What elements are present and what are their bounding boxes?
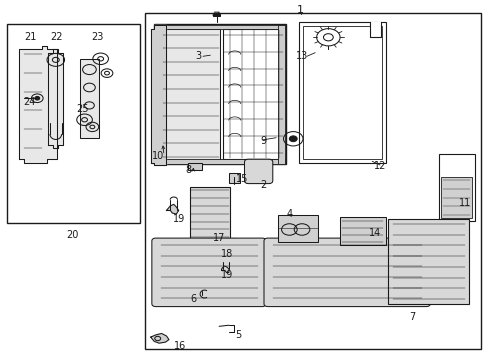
- Polygon shape: [166, 204, 178, 214]
- Bar: [155, 25, 162, 163]
- Bar: [387, 220, 468, 304]
- Bar: [155, 159, 285, 163]
- FancyBboxPatch shape: [244, 159, 272, 184]
- Text: 9: 9: [260, 136, 265, 146]
- Bar: [438, 154, 474, 221]
- Bar: [161, 30, 220, 160]
- Bar: [222, 30, 283, 159]
- FancyBboxPatch shape: [152, 238, 265, 307]
- Bar: [6, 24, 140, 223]
- Text: 6: 6: [190, 294, 196, 304]
- FancyBboxPatch shape: [264, 238, 429, 307]
- Bar: [339, 217, 385, 245]
- Text: 22: 22: [50, 32, 63, 42]
- Polygon shape: [151, 25, 166, 165]
- Bar: [303, 26, 381, 159]
- Bar: [228, 173, 239, 183]
- Circle shape: [35, 96, 40, 100]
- Polygon shape: [48, 49, 63, 148]
- Bar: [155, 25, 285, 30]
- Text: 4: 4: [286, 209, 292, 219]
- Bar: [188, 163, 202, 170]
- Text: 17: 17: [212, 233, 225, 243]
- Text: 19: 19: [221, 270, 233, 280]
- Bar: [224, 238, 235, 250]
- Text: 5: 5: [235, 330, 241, 340]
- Text: 12: 12: [373, 161, 386, 171]
- Text: 25: 25: [76, 104, 89, 114]
- Bar: [189, 187, 229, 240]
- Bar: [213, 14, 220, 16]
- Text: 1: 1: [297, 5, 304, 15]
- Text: 19: 19: [172, 214, 184, 224]
- Text: 3: 3: [195, 51, 201, 61]
- Text: 16: 16: [174, 341, 186, 351]
- Text: 24: 24: [23, 97, 35, 107]
- Circle shape: [289, 136, 297, 141]
- Text: 20: 20: [66, 230, 79, 239]
- Polygon shape: [221, 266, 228, 273]
- Text: 15: 15: [235, 174, 248, 184]
- Text: 2: 2: [260, 180, 265, 190]
- Text: 18: 18: [221, 248, 233, 258]
- Polygon shape: [19, 45, 57, 163]
- Bar: [144, 13, 480, 348]
- Text: 14: 14: [368, 228, 381, 238]
- Text: 7: 7: [409, 312, 415, 322]
- Bar: [369, 22, 380, 37]
- Bar: [299, 22, 385, 163]
- Text: 11: 11: [458, 198, 470, 208]
- Text: 21: 21: [25, 32, 37, 42]
- Bar: [154, 24, 285, 164]
- Text: 10: 10: [151, 150, 163, 161]
- Text: 23: 23: [91, 32, 103, 42]
- Bar: [80, 59, 99, 138]
- Bar: [277, 215, 317, 242]
- Text: 13: 13: [295, 51, 307, 61]
- Text: 8: 8: [185, 165, 191, 175]
- Bar: [441, 177, 471, 219]
- Bar: [277, 25, 285, 163]
- Polygon shape: [151, 333, 168, 343]
